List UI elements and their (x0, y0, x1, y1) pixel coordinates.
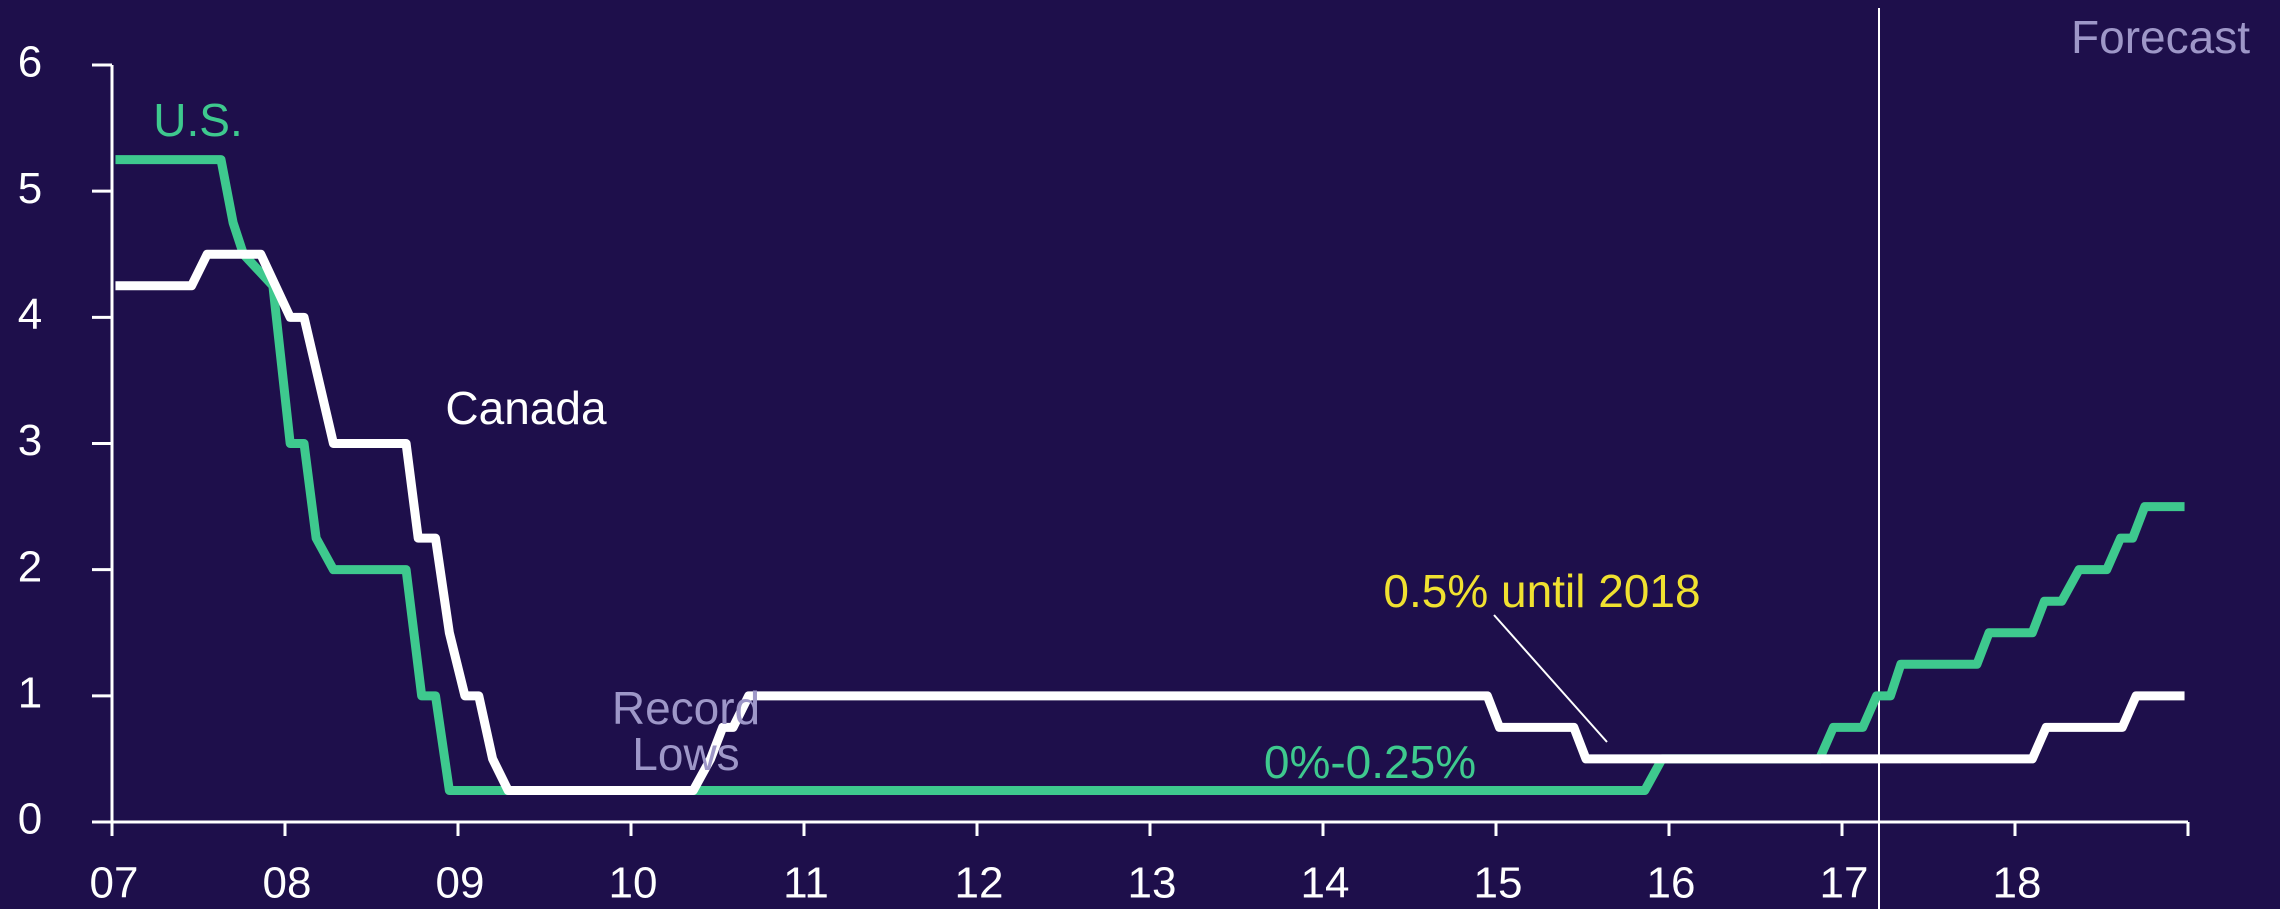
annotation: Lows (632, 728, 739, 780)
x-tick-label: 10 (609, 859, 658, 908)
series-line (115, 155, 2185, 795)
series-label: U.S. (153, 94, 242, 146)
x-tick-label: 07 (90, 859, 139, 908)
y-tick-label: 3 (18, 416, 42, 465)
x-tick-label: 17 (1820, 859, 1869, 908)
series-line (115, 249, 2185, 795)
x-tick-label: 12 (955, 859, 1004, 908)
x-tick-label: 13 (1128, 859, 1177, 908)
annotation: 0.5% until 2018 (1383, 565, 1700, 617)
x-tick-label: 11 (783, 859, 829, 908)
y-tick-label: 6 (18, 38, 42, 87)
annotation: Forecast (2071, 11, 2250, 63)
y-tick-label: 0 (18, 795, 42, 844)
annotation: 0%-0.25% (1264, 736, 1476, 788)
x-tick-label: 14 (1301, 859, 1350, 908)
y-tick-label: 5 (18, 164, 42, 213)
x-tick-label: 15 (1474, 859, 1523, 908)
annotation: Record (612, 682, 760, 734)
series-label: Canada (445, 382, 607, 434)
x-tick-label: 16 (1647, 859, 1696, 908)
leader-line (1493, 614, 1608, 743)
x-tick-label: 09 (436, 859, 485, 908)
x-tick-label: 18 (1993, 859, 2042, 908)
x-tick-label: 08 (263, 859, 312, 908)
y-tick-label: 4 (18, 290, 42, 339)
y-tick-label: 2 (18, 542, 42, 591)
y-tick-label: 1 (18, 668, 42, 717)
